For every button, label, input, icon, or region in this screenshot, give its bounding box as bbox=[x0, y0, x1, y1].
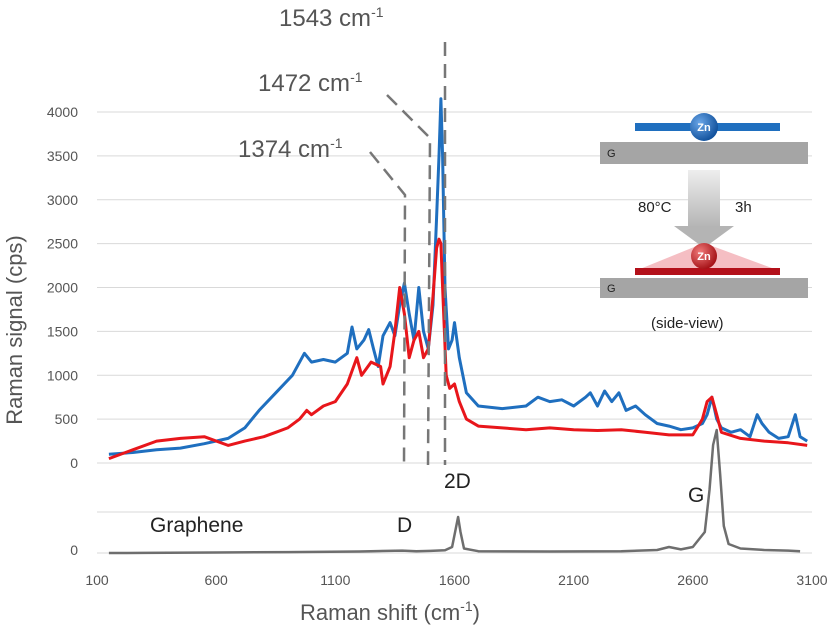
x-tick-label: 1600 bbox=[439, 572, 470, 588]
y-tick-label: 0 bbox=[70, 455, 78, 471]
inset-caption: (side-view) bbox=[651, 315, 724, 332]
label-graphene: Graphene bbox=[150, 514, 243, 537]
inset-diagram: G Zn 80°C 3h Zn G (side-view) bbox=[600, 113, 808, 332]
time-label: 3h bbox=[735, 199, 752, 216]
substrate-top bbox=[600, 142, 808, 164]
substrate-bottom bbox=[600, 278, 808, 298]
x-tick-label: 100 bbox=[85, 572, 109, 588]
label-d: D bbox=[397, 514, 412, 537]
peak-label-1374: 1374 cm-1 bbox=[238, 135, 343, 163]
x-tick-label: 2600 bbox=[677, 572, 708, 588]
peak-label-1472: 1472 cm-1 bbox=[258, 69, 363, 97]
guide-1374 bbox=[369, 151, 407, 466]
x-tick-label: 2100 bbox=[558, 572, 589, 588]
zn-atom-bottom-label: Zn bbox=[697, 251, 711, 263]
y-tick-label: 3500 bbox=[47, 148, 78, 164]
y-tick-label: 4000 bbox=[47, 104, 78, 120]
y-tick-label: 1000 bbox=[47, 367, 78, 383]
peak-label-1543: 1543 cm-1 bbox=[279, 4, 384, 32]
x-tick-label: 600 bbox=[204, 572, 228, 588]
arrow-head bbox=[674, 226, 734, 248]
zn-layer-bottom bbox=[635, 268, 780, 275]
label-2d: 2D bbox=[444, 470, 471, 493]
arrow-shaft bbox=[688, 170, 720, 228]
y-tick-label: 500 bbox=[55, 411, 79, 427]
x-tick-label: 1100 bbox=[320, 572, 350, 588]
y-tick-label: 2500 bbox=[47, 236, 78, 252]
y-tick-label: 1500 bbox=[47, 323, 78, 339]
series-line-gray bbox=[108, 428, 801, 555]
y-axis-ticks: 0 500 1000 1500 2000 2500 3000 3500 4000 bbox=[47, 104, 78, 471]
y-tick-label: 3000 bbox=[47, 192, 78, 208]
zn-atom-bottom bbox=[691, 243, 717, 269]
lower-panel-y-tick: 0 bbox=[70, 542, 78, 558]
temperature-label: 80°C bbox=[638, 199, 672, 216]
y-axis-title: Raman signal (cps) bbox=[2, 235, 27, 425]
x-tick-label: 3100 bbox=[796, 572, 827, 588]
guide-1472 bbox=[386, 94, 432, 466]
x-axis-title: Raman shift (cm-1) bbox=[300, 598, 480, 625]
zn-atom-top bbox=[690, 113, 718, 141]
x-axis-ticks: 100 600 1100 1600 2100 2600 3100 bbox=[85, 572, 827, 588]
substrate-top-label: G bbox=[607, 148, 616, 160]
peak-guides bbox=[369, 42, 447, 466]
zn-atom-top-label: Zn bbox=[697, 122, 711, 134]
y-tick-label: 2000 bbox=[47, 280, 78, 296]
label-g: G bbox=[688, 484, 704, 507]
substrate-bottom-label: G bbox=[607, 283, 616, 295]
